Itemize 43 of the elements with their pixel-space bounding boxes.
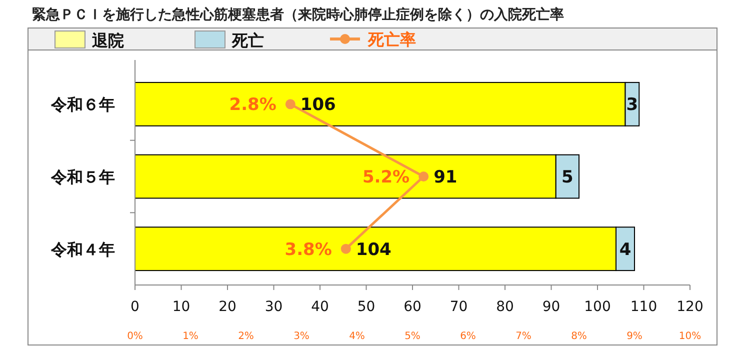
point — [418, 172, 429, 182]
x2-tick-label: 0% — [127, 331, 143, 342]
x-tick-label: 30 — [264, 299, 283, 315]
data-label: 3.8% — [284, 240, 332, 260]
data-label: 5 — [562, 168, 574, 188]
x2-tick-label: 4% — [349, 331, 365, 342]
y-tick-label: 令和５年 — [50, 168, 115, 186]
x-tick-label: 100 — [584, 299, 611, 315]
data-label: 106 — [300, 95, 336, 116]
data-label: 91 — [434, 168, 458, 188]
data-label: 3 — [626, 95, 638, 116]
x-tick-label: 10 — [172, 299, 190, 315]
chart-title: 緊急ＰＣＩを施行した急性心筋梗塞患者（来院時心肺停止症例を除く）の入院死亡率 — [32, 6, 564, 23]
text: 退院 — [92, 31, 124, 50]
x-tick-label: 80 — [496, 299, 514, 315]
legend-label: 死亡 — [231, 31, 264, 50]
point — [340, 244, 351, 254]
x2-tick-label: 9% — [626, 331, 642, 342]
x2-tick-label: 2% — [238, 331, 254, 342]
x2-tick-label: 5% — [404, 331, 420, 342]
x-tick-label: 50 — [357, 299, 376, 315]
data-label: 104 — [356, 240, 392, 260]
x2-tick-label: 3% — [294, 331, 310, 342]
data-label: 4 — [619, 240, 632, 260]
data-label: 5.2% — [362, 168, 410, 188]
x-tick-label: 40 — [311, 299, 329, 315]
x-tick-label: 60 — [404, 299, 422, 315]
x2-tick-label: 10% — [678, 331, 702, 342]
x2-tick-label: 7% — [516, 331, 532, 342]
x-tick-label: 120 — [676, 299, 704, 315]
y-tick-label: 令和６年 — [50, 95, 115, 114]
legend-label: 死亡率 — [367, 30, 416, 49]
x-tick-label: 70 — [450, 299, 468, 315]
data-label: 2.8% — [229, 95, 276, 116]
x-tick-label: 90 — [542, 299, 560, 315]
x2-tick-label: 8% — [571, 331, 587, 342]
x-tick-label: 110 — [630, 299, 658, 315]
x-tick-label: 0 — [130, 299, 140, 315]
x2-tick-label: 6% — [460, 331, 476, 342]
x-tick-label: 20 — [218, 299, 236, 315]
point — [285, 99, 296, 110]
y-tick-label: 令和４年 — [50, 240, 115, 259]
x2-tick-label: 1% — [182, 331, 198, 342]
